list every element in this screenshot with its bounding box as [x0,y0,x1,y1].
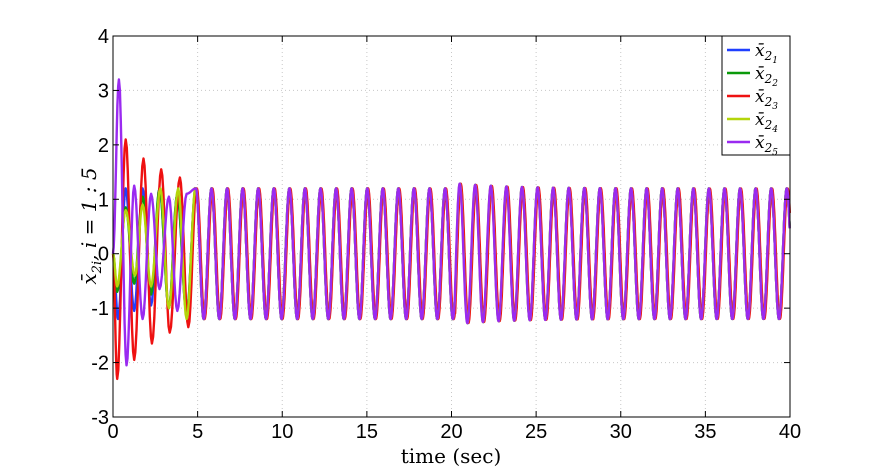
legend-label-2: x̄22 [755,64,778,89]
y-tick-label: 1 [98,189,109,211]
y-tick-label: 0 [98,244,109,266]
legend: x̄21x̄22x̄23x̄24x̄25 [721,35,791,158]
legend-label-4: x̄24 [755,110,778,135]
y-axis-label-sub: 2i [90,261,105,274]
series-layer [111,78,791,381]
x-tick-label: 5 [192,421,203,443]
x-tick-label: 40 [779,421,801,443]
legend-label-3: x̄23 [755,87,778,112]
y-tick-label: 4 [98,26,109,48]
y-axis-label-suffix: , i = 1 : 5 [77,167,101,261]
x-tick-label: 25 [525,421,547,443]
series-line-5 [111,78,791,367]
legend-label-1: x̄21 [755,41,778,66]
y-tick-label: -1 [91,298,109,320]
x-tick-label: 20 [440,421,462,443]
y-axis-label-main: x̄ [77,273,101,284]
y-tick-label: 2 [98,135,109,157]
axis-ticks: 0 5 10 15 20 25 30 35 40 -3 -2 -1 0 1 2 3 4 [91,26,801,443]
legend-label-5: x̄25 [755,133,778,158]
x-tick-label: 0 [107,421,118,443]
y-tick-label: 3 [98,80,109,102]
x-axis-label: time (sec) [401,444,502,468]
x-tick-label: 35 [694,421,716,443]
y-axis-label: x̄2i, i = 1 : 5 [77,167,105,284]
x-tick-label: 10 [271,421,293,443]
x-tick-label: 30 [610,421,632,443]
y-tick-label: -2 [91,353,109,375]
y-tick-label: -3 [91,407,109,429]
x-tick-label: 15 [356,421,378,443]
